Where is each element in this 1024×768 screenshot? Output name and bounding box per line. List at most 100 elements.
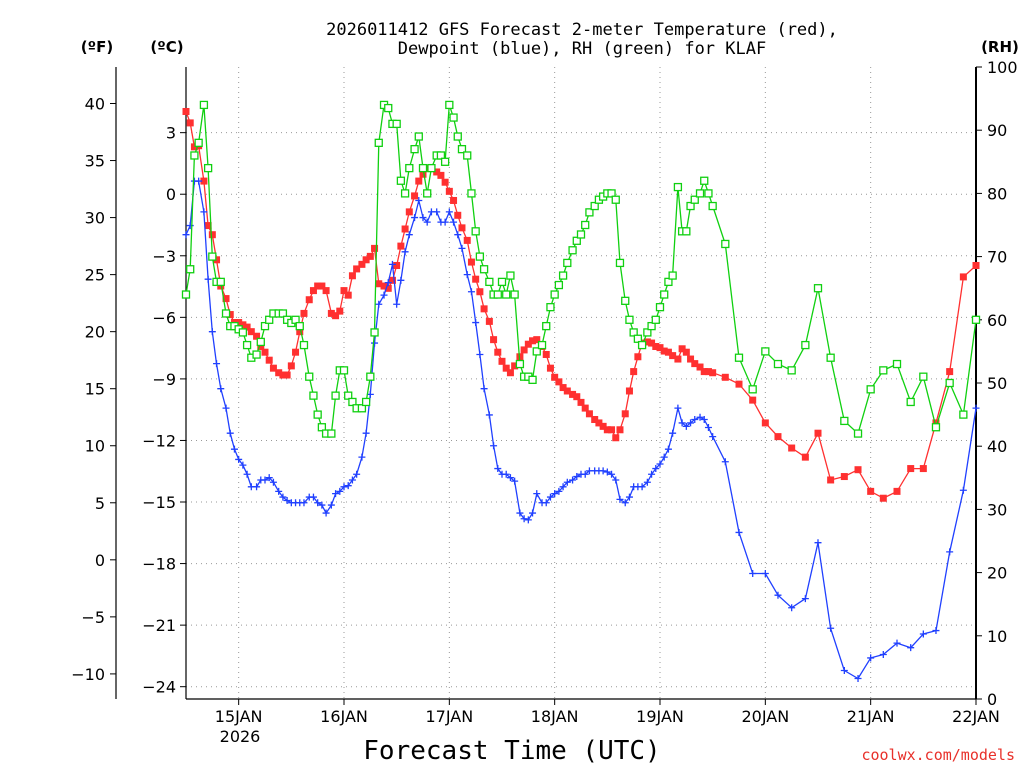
dewpoint-point — [243, 470, 251, 478]
fahrenheit-axis-unit: (ºF) — [81, 38, 113, 56]
rh-point — [633, 334, 643, 343]
dewpoint-point — [300, 499, 308, 507]
temperature-point — [401, 225, 409, 233]
temperature-point — [946, 368, 954, 376]
rh-point — [370, 328, 379, 337]
celsius-tick-label: −12 — [142, 431, 176, 450]
dewpoint-point — [336, 487, 344, 495]
rh-point — [643, 328, 652, 337]
dewpoint-point — [612, 476, 620, 484]
dewpoint-point — [348, 476, 356, 484]
dewpoint-point — [279, 493, 287, 501]
temperature-point — [529, 337, 537, 345]
dewpoint-point — [358, 453, 366, 461]
temperature-point — [682, 348, 690, 356]
celsius-tick-label: 3 — [166, 124, 176, 143]
rh-point — [629, 328, 638, 337]
temperature-point — [563, 387, 571, 395]
rh-point — [471, 227, 480, 236]
rh-point — [773, 359, 783, 369]
rh-point — [554, 280, 564, 290]
rh-point — [242, 340, 252, 350]
temperature-point — [907, 465, 915, 473]
rh-point — [331, 391, 340, 400]
dewpoint-point — [959, 486, 967, 494]
temperature-point — [358, 260, 366, 268]
dewpoint-point — [332, 490, 340, 498]
rh-tick-label: 30 — [987, 500, 1007, 519]
temperature-point — [502, 364, 510, 372]
temperature-point — [603, 426, 611, 434]
dewpoint-point — [463, 271, 471, 279]
temperature-point — [749, 396, 757, 404]
temperature-point — [380, 282, 388, 290]
dewpoint-point — [384, 279, 392, 287]
dewpoint-point — [569, 476, 577, 484]
fahrenheit-tick-label: 10 — [85, 437, 105, 456]
temperature-point — [577, 398, 585, 406]
temperature-point — [621, 410, 629, 418]
temperature-point — [336, 307, 344, 315]
rh-point — [734, 353, 744, 362]
temperature-point — [494, 348, 502, 356]
rh-point — [931, 423, 941, 432]
dewpoint-point — [362, 429, 370, 437]
rh-point — [366, 372, 375, 381]
temperature-point — [490, 336, 498, 344]
temperature-point — [735, 380, 743, 388]
dewpoint-point — [761, 570, 769, 578]
rh-point — [695, 189, 705, 198]
dewpoint-point — [669, 429, 677, 437]
rh-point — [400, 189, 410, 198]
celsius-tick-label: −18 — [142, 555, 176, 574]
rh-point — [668, 271, 677, 280]
temperature-point — [340, 287, 348, 295]
rh-tick-label: 60 — [987, 311, 1007, 330]
temperature-point — [362, 256, 370, 264]
dewpoint-point — [511, 477, 519, 485]
temperature-point — [827, 476, 835, 484]
rh-point — [313, 410, 322, 419]
temperature-point — [573, 393, 581, 401]
temperature-point — [287, 362, 295, 370]
dewpoint-point — [788, 604, 796, 612]
rh-tick-label: 10 — [987, 627, 1007, 646]
rh-point — [194, 138, 203, 147]
temperature-point — [599, 422, 607, 430]
temperature-point — [318, 282, 326, 290]
dewpoint-point — [678, 419, 686, 427]
temperature-point — [932, 419, 940, 427]
dewpoint-point — [401, 248, 409, 256]
rh-point — [506, 271, 515, 280]
temperature-point — [186, 119, 194, 127]
temperature-point — [467, 258, 475, 266]
rh-point — [221, 309, 231, 318]
temperature-point — [397, 242, 405, 250]
celsius-axis-unit: (ºC) — [150, 38, 183, 56]
rh-point — [291, 315, 300, 324]
rh-point — [576, 230, 586, 239]
temperature-point — [458, 224, 466, 232]
temperature-point — [257, 342, 265, 350]
dewpoint-point — [520, 515, 528, 523]
dewpoint-point — [309, 493, 317, 501]
dewpoint-point — [371, 339, 379, 347]
dewpoint-point — [735, 528, 743, 536]
temperature-point — [208, 231, 216, 239]
temperature-point — [213, 256, 221, 264]
time-axis: 2026 15JAN 16JAN 17JAN 18JAN 19JAN 20JAN 21JAN… — [215, 699, 1000, 746]
temperature-point — [296, 328, 304, 336]
rh-point — [660, 290, 669, 299]
rh-point — [475, 252, 485, 261]
rh-point — [787, 366, 796, 375]
dewpoint-point — [393, 300, 401, 308]
dewpoint-point — [563, 478, 571, 486]
temperature-point — [217, 282, 225, 290]
rh-point — [607, 189, 616, 198]
dewpoint-point — [879, 651, 887, 659]
dewpoint-point — [660, 453, 668, 461]
temperature-point — [445, 187, 453, 195]
dewpoint-point — [867, 654, 875, 662]
rh-point — [611, 195, 620, 204]
